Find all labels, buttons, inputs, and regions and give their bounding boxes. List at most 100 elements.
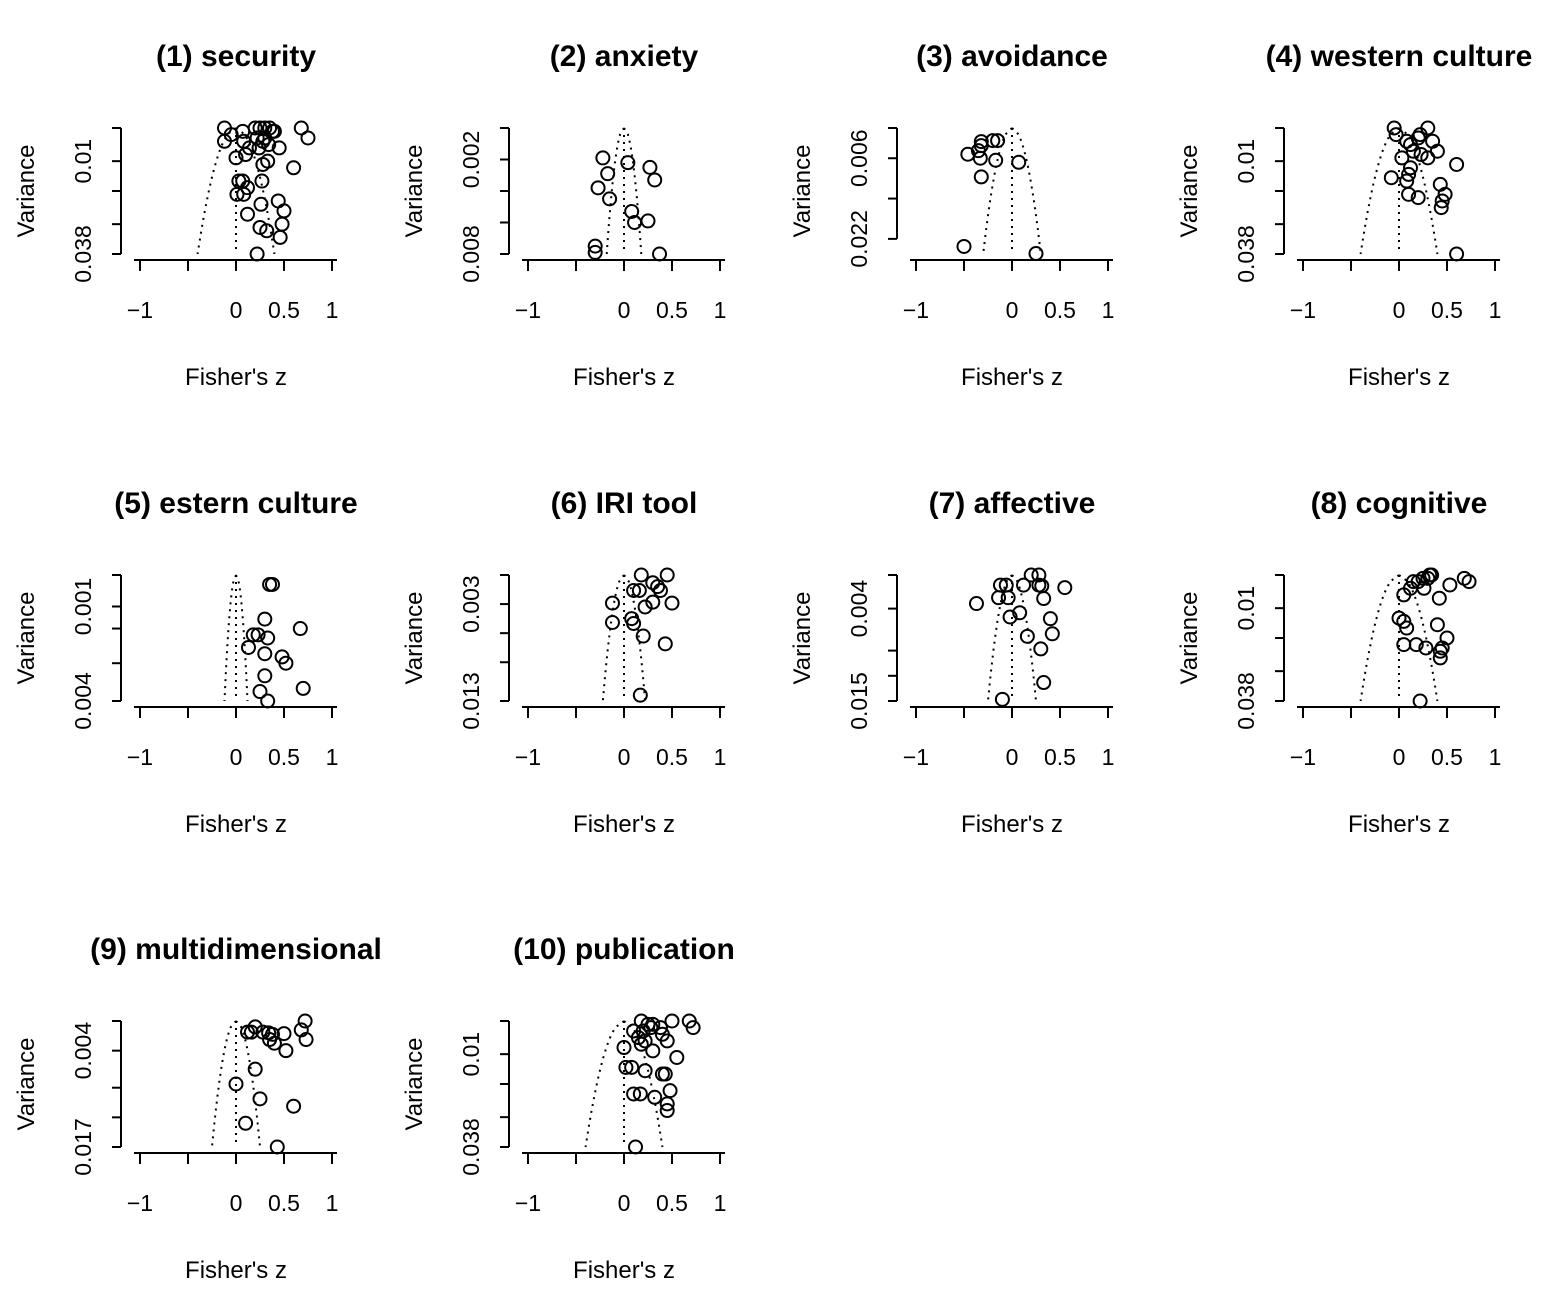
panel-title: (3) avoidance <box>916 40 1108 73</box>
funnel-left-boundary <box>1359 574 1400 702</box>
funnel-panel-3: (3) avoidance 0.006 0.022 Variance −1 0 0.5 1 Fi… <box>789 40 1114 391</box>
study-point <box>669 1049 685 1065</box>
study-point <box>238 147 254 163</box>
x-tick-label: 0 <box>618 744 631 770</box>
study-point <box>257 130 273 146</box>
study-point <box>626 1086 642 1102</box>
y-axis-label: Variance <box>13 145 40 238</box>
study-point <box>988 152 1004 168</box>
study-point <box>276 203 292 219</box>
study-point <box>1449 246 1465 262</box>
x-tick-label: −1 <box>903 297 929 323</box>
panel-title: (7) affective <box>929 487 1096 520</box>
y-tick-label: 0.013 <box>458 672 484 730</box>
study-point <box>652 246 668 262</box>
study-point <box>642 159 658 175</box>
study-point <box>587 244 603 260</box>
study-point <box>252 684 268 700</box>
x-tick-label: 0.5 <box>656 1190 688 1216</box>
study-point <box>1396 587 1412 603</box>
study-point <box>643 1020 659 1036</box>
x-tick-label: 0 <box>1006 297 1019 323</box>
study-point <box>295 680 311 696</box>
y-tick-label: 0.008 <box>458 225 484 283</box>
study-point <box>1461 574 1477 590</box>
panel-title: (2) anxiety <box>550 40 699 73</box>
funnel-panel-9: (9) multidimensional 0.004 0.017 Variance −1… <box>13 933 382 1284</box>
study-point <box>1418 640 1434 656</box>
x-axis-label: Fisher's z <box>573 811 675 838</box>
x-axis-label: Fisher's z <box>1348 364 1450 391</box>
funnel-left-boundary <box>196 127 237 255</box>
y-tick-label: 0.01 <box>1233 139 1259 184</box>
x-tick-label: 0 <box>230 1190 243 1216</box>
x-tick-label: 0.5 <box>656 297 688 323</box>
y-tick-label: 0.003 <box>458 575 484 633</box>
study-point <box>1420 570 1436 586</box>
x-tick-label: 1 <box>326 744 339 770</box>
funnel-panel-6: (6) IRI tool 0.003 0.013 Variance −1 0 0.5 1 Fis… <box>401 487 726 838</box>
study-point <box>1433 200 1449 216</box>
funnel-right-boundary <box>235 574 249 702</box>
y-axis-label: Variance <box>401 145 428 238</box>
study-point <box>645 575 661 591</box>
study-point <box>1403 137 1419 153</box>
study-point <box>1396 637 1412 653</box>
study-point <box>604 595 620 611</box>
x-tick-label: 1 <box>714 744 727 770</box>
x-tick-label: 1 <box>326 297 339 323</box>
study-point <box>260 693 276 709</box>
study-point <box>633 1036 649 1052</box>
study-point <box>1386 120 1402 136</box>
funnel-right-boundary <box>623 127 643 255</box>
x-tick-label: −1 <box>515 297 541 323</box>
study-point <box>271 140 287 156</box>
x-tick-label: 0 <box>618 1190 631 1216</box>
funnel-left-boundary <box>211 1020 237 1148</box>
study-point <box>1016 577 1032 593</box>
y-axis-label: Variance <box>13 1038 40 1131</box>
x-tick-label: 1 <box>1489 744 1502 770</box>
study-point <box>664 1013 680 1029</box>
panel-title: (4) western culture <box>1266 40 1533 73</box>
x-tick-label: −1 <box>515 1190 541 1216</box>
x-tick-label: −1 <box>127 744 153 770</box>
study-point <box>254 173 270 189</box>
funnel-right-boundary <box>1398 574 1439 702</box>
study-point <box>1396 613 1412 629</box>
y-tick-label: 0.004 <box>70 672 96 730</box>
study-point <box>626 615 642 631</box>
study-point <box>664 595 680 611</box>
study-point <box>286 160 302 176</box>
study-point <box>973 169 989 185</box>
x-tick-label: −1 <box>127 1190 153 1216</box>
study-point <box>1405 574 1421 590</box>
x-axis-label: Fisher's z <box>961 364 1063 391</box>
y-tick-label: 0.022 <box>846 210 872 268</box>
x-tick-label: 0 <box>1006 744 1019 770</box>
study-point <box>1394 150 1410 166</box>
study-point <box>637 1033 653 1049</box>
panel-title: (1) security <box>156 40 316 73</box>
x-tick-label: 0.5 <box>268 744 300 770</box>
study-point <box>257 668 273 684</box>
funnel-panel-8: (8) cognitive 0.01 0.038 Variance −1 0 0.5 1 Fis… <box>1176 487 1501 838</box>
study-point <box>1449 156 1465 172</box>
funnel-left-boundary <box>987 574 1013 702</box>
study-point <box>637 1063 653 1079</box>
study-point <box>240 206 256 222</box>
study-point <box>659 567 675 583</box>
study-point <box>247 120 263 136</box>
y-tick-label: 0.038 <box>1233 672 1259 730</box>
study-point <box>645 594 661 610</box>
study-point <box>960 146 976 162</box>
study-point <box>991 590 1007 606</box>
study-point <box>632 1086 648 1102</box>
study-point <box>637 599 653 615</box>
y-tick-label: 0.038 <box>70 225 96 283</box>
y-axis-label: Variance <box>401 592 428 685</box>
x-tick-label: −1 <box>903 744 929 770</box>
y-tick-label: 0.017 <box>70 1118 96 1176</box>
x-tick-label: 0 <box>230 744 243 770</box>
study-point <box>286 1098 302 1114</box>
